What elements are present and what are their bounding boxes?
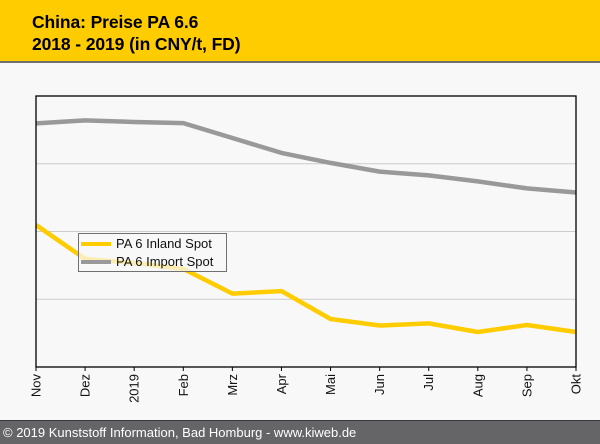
x-tick-label: Nov [29, 374, 44, 398]
legend-label-inland: PA 6 Inland Spot [116, 236, 212, 251]
line-chart: Nov Dez 2019 Feb Mrz Apr Mai Jun Jul Aug Sep Okt [29, 95, 584, 403]
plot-frame [35, 95, 577, 368]
chart-title-line-1: China: Preise PA 6.6 [32, 12, 199, 32]
x-tick-label: Jul [421, 374, 436, 391]
chart-title-line-2: 2018 - 2019 (in CNY/t, FD) [32, 34, 241, 54]
x-tick-label: Dez [78, 374, 93, 397]
x-tick-label: Feb [176, 374, 191, 396]
x-tick-label: Mrz [225, 374, 240, 396]
legend: PA 6 Inland Spot PA 6 Import Spot [78, 233, 227, 272]
x-tick-label: Mai [323, 374, 338, 395]
x-tick-label: Apr [274, 373, 289, 394]
legend-swatch-import [81, 260, 111, 264]
legend-swatch-inland [81, 242, 111, 246]
chart-title: China: Preise PA 6.6 2018 - 2019 (in CNY… [32, 11, 241, 55]
header-band: China: Preise PA 6.6 2018 - 2019 (in CNY… [0, 0, 600, 61]
legend-item-inland: PA 6 Inland Spot [81, 235, 226, 253]
footer-bar: © 2019 Kunststoff Information, Bad Hombu… [0, 420, 600, 444]
x-tick-label: Jun [372, 374, 387, 395]
x-tick-label: Okt [569, 374, 584, 395]
x-tick-label: Sep [519, 374, 534, 397]
legend-label-import: PA 6 Import Spot [116, 254, 214, 269]
x-tick-label: 2019 [127, 374, 142, 403]
legend-item-import: PA 6 Import Spot [81, 253, 226, 271]
copyright-text: © 2019 Kunststoff Information, Bad Hombu… [3, 425, 357, 440]
series-line-import [35, 118, 577, 195]
header-separator [0, 61, 600, 63]
x-tick-label: Aug [470, 374, 485, 397]
